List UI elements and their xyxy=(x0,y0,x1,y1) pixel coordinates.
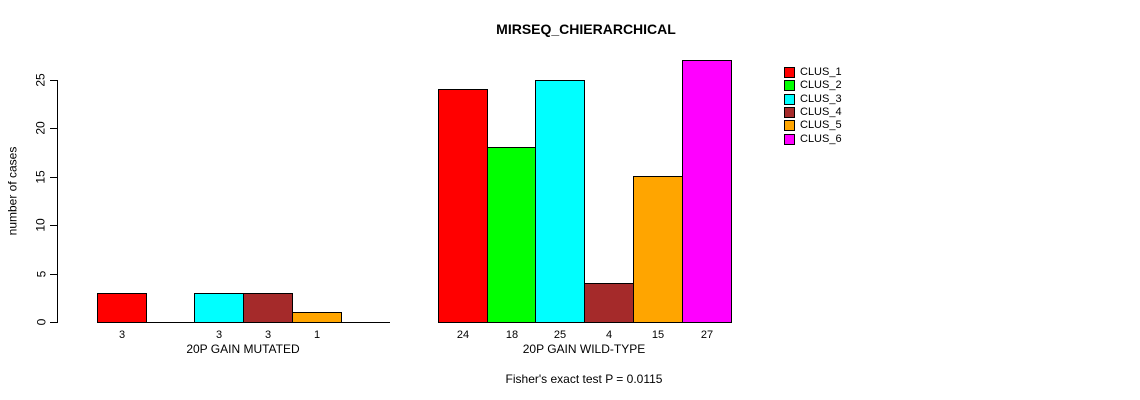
legend-swatch xyxy=(784,106,795,118)
bar-value-label: 3 xyxy=(118,329,126,341)
y-axis-tick-label-text: 5 xyxy=(34,270,48,278)
bar-value-label: 3 xyxy=(215,329,223,341)
bar-clus_6-wild-type xyxy=(682,60,732,323)
y-axis-tick-label-text: 20 xyxy=(34,121,49,135)
bar-clus_1-mutated xyxy=(97,293,147,323)
legend-swatch xyxy=(784,119,795,131)
bar-clus_4-wild-type xyxy=(584,283,634,323)
bar-value-label: 25 xyxy=(553,329,567,341)
legend-swatch xyxy=(784,93,795,105)
y-axis-line xyxy=(57,80,58,323)
y-axis-tick xyxy=(50,274,57,275)
legend-swatch xyxy=(784,79,795,91)
y-axis-tick xyxy=(50,177,57,178)
y-axis-title-text: number of cases xyxy=(5,146,19,236)
legend-label: CLUS_5 xyxy=(800,119,842,131)
bar-clus_2-wild-type xyxy=(487,147,537,323)
y-axis-tick xyxy=(50,225,57,226)
legend-label: CLUS_1 xyxy=(800,66,842,78)
bar-value-label: 4 xyxy=(605,329,613,341)
bar-value-label: 24 xyxy=(456,329,470,341)
bar-clus_1-wild-type xyxy=(438,89,488,323)
bar-value-label: 18 xyxy=(505,329,519,341)
fisher-test-footnote: Fisher's exact test P = 0.0115 xyxy=(505,372,663,386)
legend-label: CLUS_6 xyxy=(800,133,842,145)
bar-clus_3-wild-type xyxy=(535,80,585,323)
legend-item-clus_2: CLUS_2 xyxy=(784,79,842,91)
bar-clus_4-mutated xyxy=(243,293,293,323)
y-axis-tick-label-text: 10 xyxy=(34,218,49,232)
legend-label: CLUS_2 xyxy=(800,79,842,91)
y-axis-tick xyxy=(50,80,57,81)
bar-clus_5-wild-type xyxy=(633,176,683,323)
legend-item-clus_6: CLUS_6 xyxy=(784,133,842,145)
legend-label: CLUS_3 xyxy=(800,93,842,105)
y-axis-tick-label-text: 0 xyxy=(34,318,48,326)
bar-value-label: 15 xyxy=(651,329,665,341)
legend-item-clus_1: CLUS_1 xyxy=(784,66,842,78)
bar-value-label: 3 xyxy=(264,329,272,341)
chart-title: MIRSEQ_CHIERARCHICAL xyxy=(496,21,676,37)
legend-label: CLUS_4 xyxy=(800,106,842,118)
x-axis-category-label: 20P GAIN WILD-TYPE xyxy=(522,342,646,356)
y-axis-tick-label-text: 15 xyxy=(34,170,49,184)
x-axis-category-label: 20P GAIN MUTATED xyxy=(186,342,300,356)
bar-clus_3-mutated xyxy=(194,293,244,323)
y-axis-tick-label-text: 25 xyxy=(34,73,49,87)
legend-item-clus_4: CLUS_4 xyxy=(784,106,842,118)
bar-value-label: 1 xyxy=(313,329,321,341)
y-axis-tick xyxy=(50,128,57,129)
legend-item-clus_3: CLUS_3 xyxy=(784,93,842,105)
bar-value-label: 27 xyxy=(700,329,714,341)
bar-clus_5-mutated xyxy=(292,312,342,323)
legend-swatch xyxy=(784,133,795,145)
legend-item-clus_5: CLUS_5 xyxy=(784,119,842,131)
legend-swatch xyxy=(784,66,795,78)
y-axis-tick xyxy=(50,322,57,323)
